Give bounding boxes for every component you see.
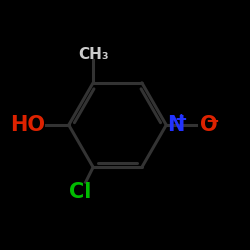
- Text: HO: HO: [10, 115, 45, 135]
- Text: −: −: [205, 111, 219, 129]
- Text: CH₃: CH₃: [78, 46, 108, 62]
- Text: Cl: Cl: [70, 182, 92, 202]
- Text: N: N: [168, 115, 185, 135]
- Text: +: +: [174, 112, 187, 128]
- Text: O: O: [200, 115, 218, 135]
